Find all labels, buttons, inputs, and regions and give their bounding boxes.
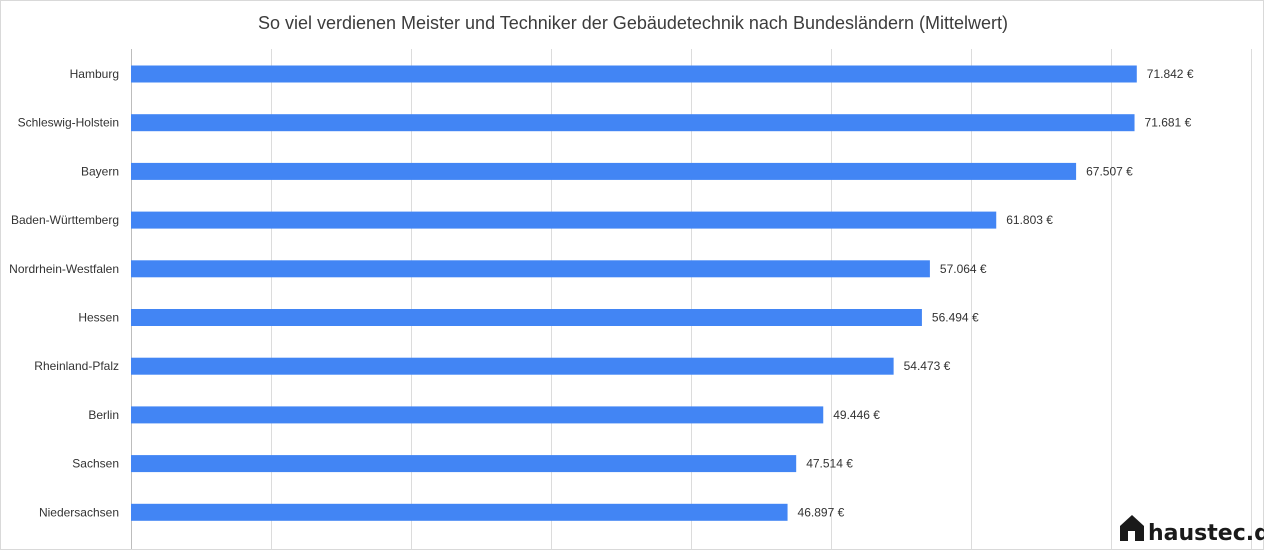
category-label: Hamburg [70,67,119,81]
data-label: 71.842 € [1147,67,1194,81]
data-label: 61.803 € [1006,213,1053,227]
category-label: Schleswig-Holstein [18,116,119,130]
bars [131,65,1137,521]
bar [131,309,922,326]
data-label: 46.897 € [798,505,845,519]
category-label: Rheinland-Pfalz [34,359,119,373]
category-labels: Hamburg Schleswig-Holstein Bayern Baden-Wür… [9,67,119,519]
data-label: 56.494 € [932,311,979,325]
category-label: Baden-Württemberg [11,213,119,227]
data-label: 67.507 € [1086,164,1133,178]
category-label: Hessen [78,311,119,325]
category-label: Niedersachsen [39,505,119,519]
category-label: Nordrhein-Westfalen [9,262,119,276]
data-label: 47.514 € [806,457,853,471]
data-label: 54.473 € [904,359,951,373]
gridlines [131,49,1252,549]
bar [131,406,824,424]
category-label: Bayern [81,164,119,178]
bar [131,162,1077,180]
category-label: Berlin [88,408,119,422]
bar [131,260,930,278]
data-label: 49.446 € [833,408,880,422]
bar [131,65,1137,83]
house-logo-icon [1120,515,1144,541]
bar [131,114,1135,132]
data-label: 71.681 € [1145,116,1192,130]
data-label: 57.064 € [940,262,987,276]
category-label: Sachsen [72,457,119,471]
value-labels: 71.842 € 71.681 € 67.507 € 61.803 € 57.064 €… [798,67,1194,519]
bar [131,357,894,375]
chart-title: So viel verdienen Meister und Techniker … [258,13,1008,33]
bar [131,455,797,473]
brand-name: haustec.de [1148,521,1264,546]
brand-logo: haustec.de [1120,515,1264,546]
bar [131,503,788,521]
bar [131,211,997,229]
